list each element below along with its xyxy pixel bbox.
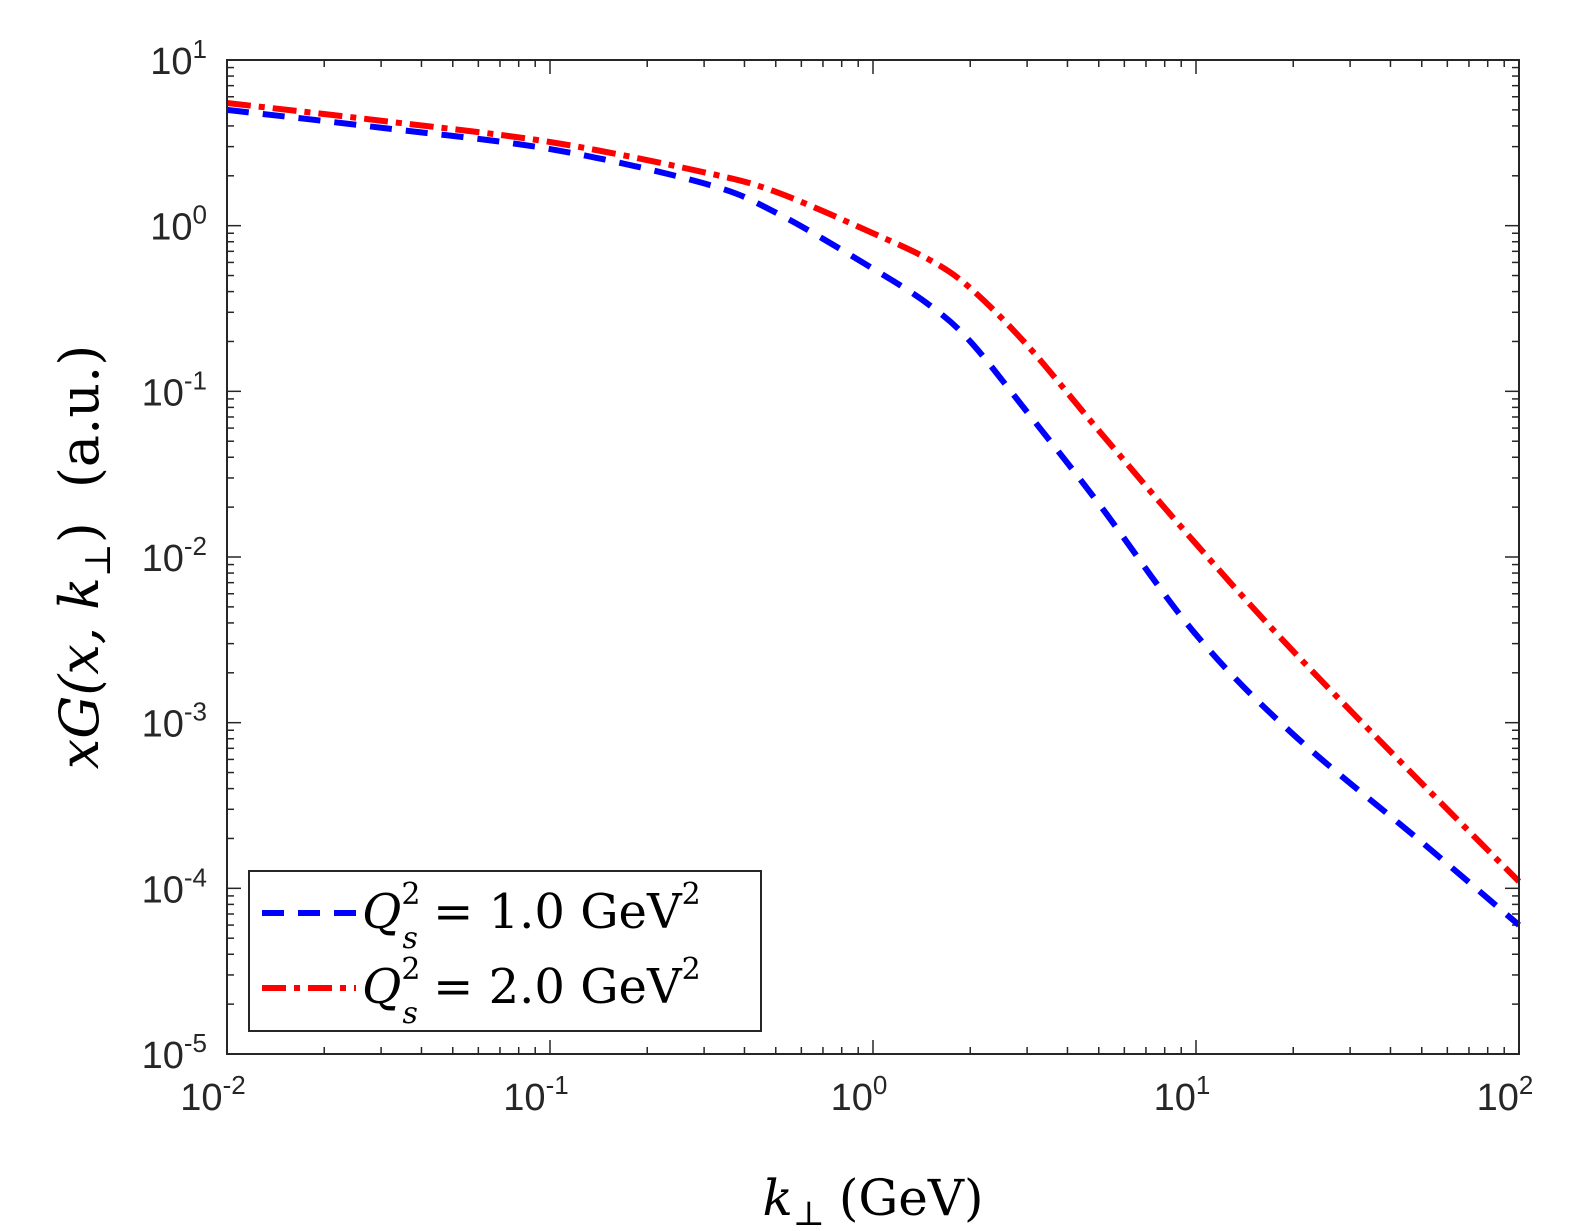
x-tick-label: 100 xyxy=(831,1070,888,1119)
legend-label-series-2: Q2 s = 2.0 GeV2 xyxy=(362,952,701,1031)
x-tick-label: 101 xyxy=(1154,1070,1211,1119)
tick-labels: 10-2 10-1 100 101 102 101 100 10-1 10-2 10-3 10-4 1… xyxy=(142,34,1534,1119)
y-tick-label: 10-4 xyxy=(142,862,207,911)
series-line-1 xyxy=(226,106,1521,928)
legend-box xyxy=(248,870,762,1032)
y-tick-label: 10-1 xyxy=(142,365,207,414)
y-tick-label: 10-5 xyxy=(142,1028,207,1077)
series-line-2 xyxy=(226,100,1522,884)
y-tick-label: 10-3 xyxy=(142,697,207,746)
series-layer xyxy=(226,100,1522,928)
y-axis-label: xG(x, k⊥)(a.u.) xyxy=(48,345,119,770)
plot-frame xyxy=(226,59,1520,1055)
axis-ticks xyxy=(226,60,1519,1055)
y-tick-label: 10-2 xyxy=(142,531,207,580)
legend: Q2 s = 1.0 GeV2 Q2 s = 2.0 GeV2 xyxy=(248,870,762,1032)
legend-label-series-1: Q2 s = 1.0 GeV2 xyxy=(362,877,701,956)
x-axis-label: k⊥ (GeV) xyxy=(763,1169,984,1231)
y-tick-label: 100 xyxy=(150,200,207,249)
x-tick-label: 102 xyxy=(1477,1070,1534,1119)
y-tick-label: 101 xyxy=(150,34,207,83)
x-tick-label: 10-1 xyxy=(503,1070,568,1119)
x-tick-label: 10-2 xyxy=(180,1070,245,1119)
